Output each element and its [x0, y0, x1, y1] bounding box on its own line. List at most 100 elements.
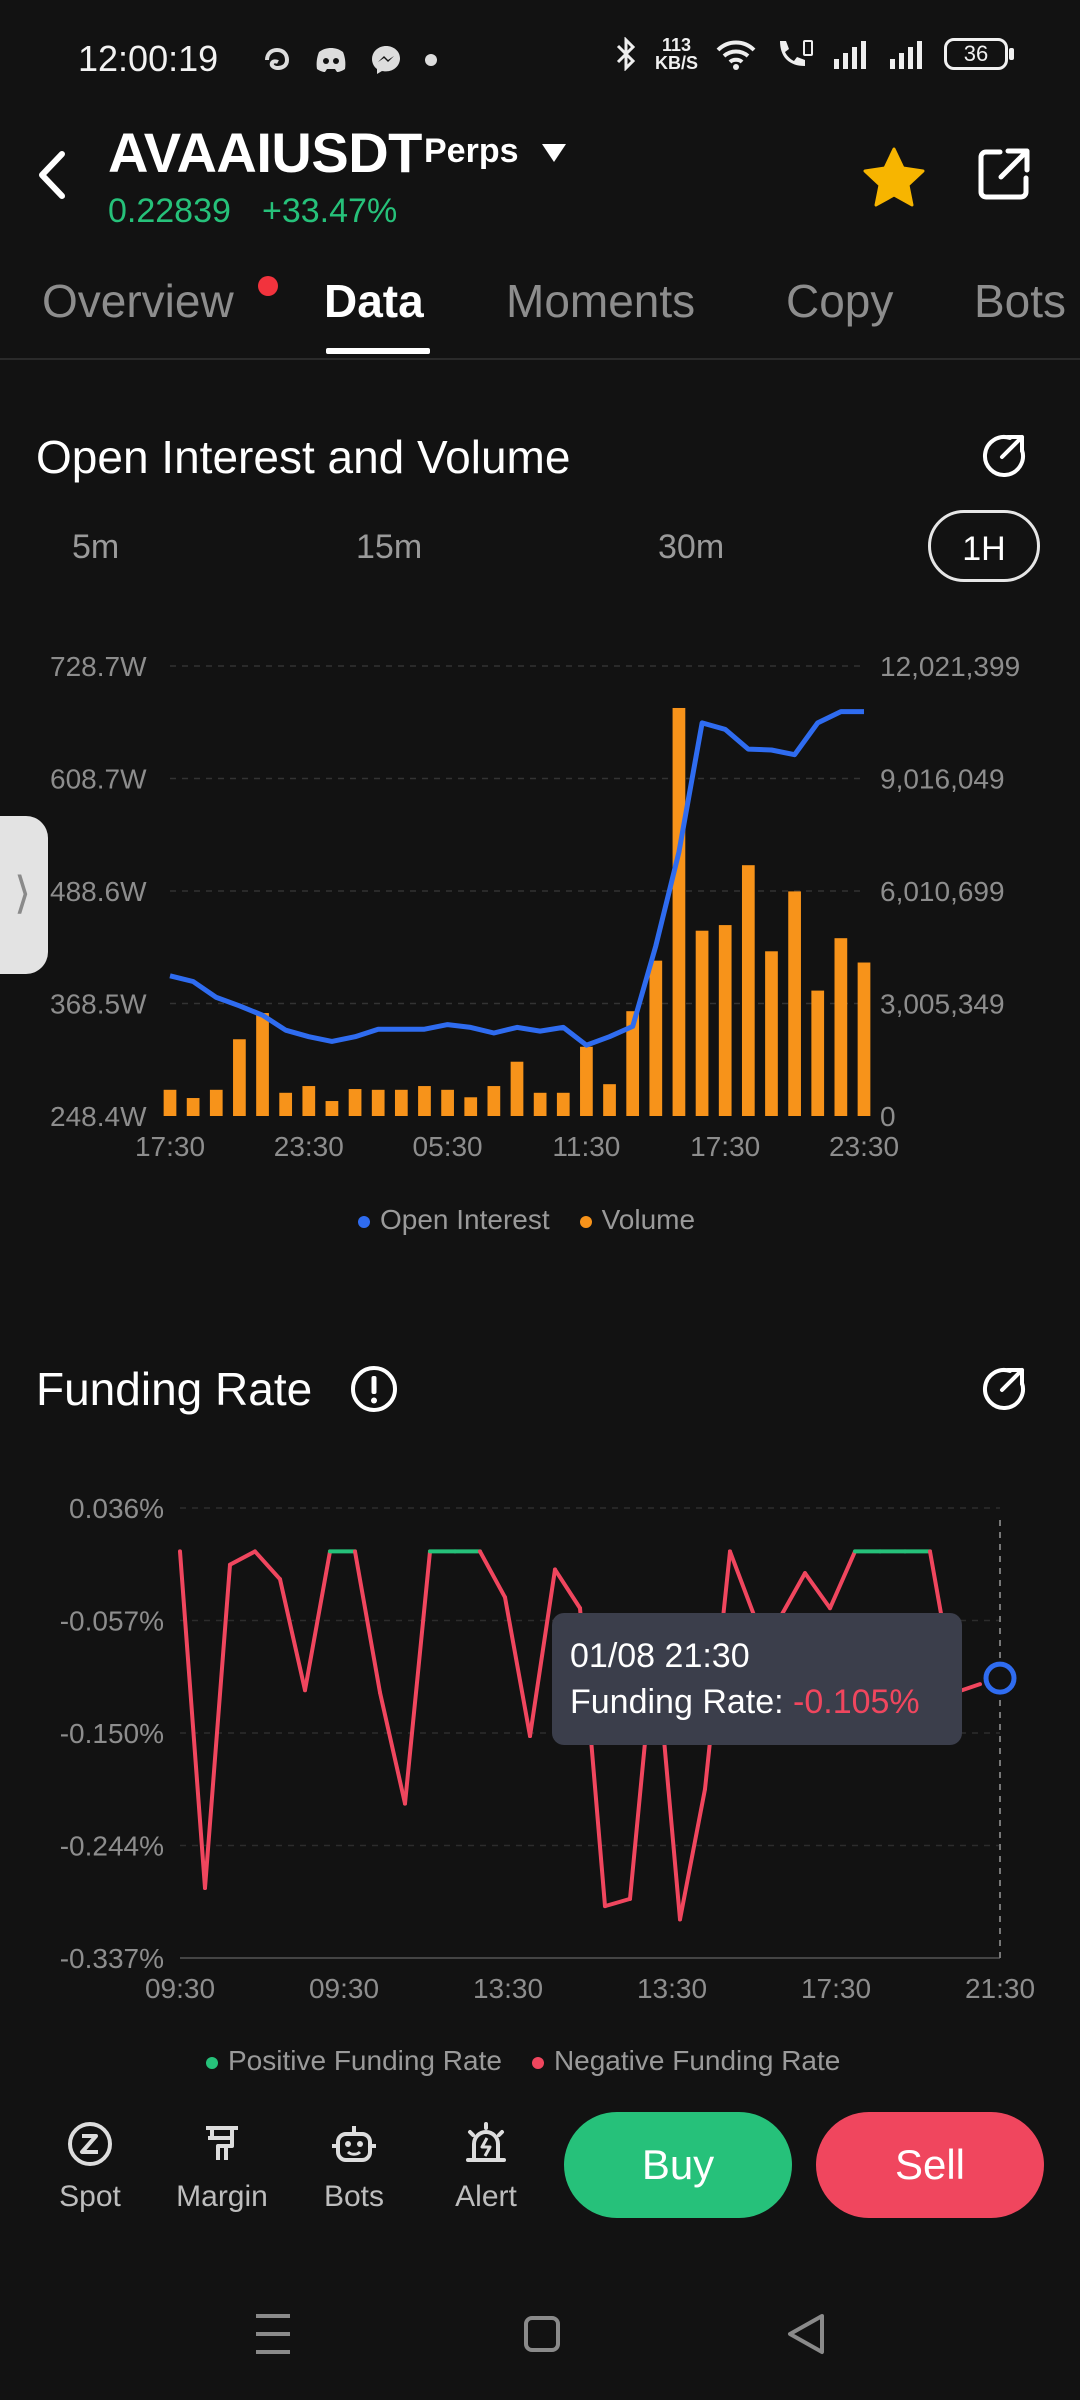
volume-bar — [649, 960, 663, 1116]
y-tick-label: 0.036% — [69, 1493, 164, 1524]
margin-label: Margin — [176, 2180, 268, 2213]
range-5m[interactable]: 5m — [72, 528, 120, 566]
battery-indicator: 36 — [944, 38, 1014, 70]
active-tab-indicator — [326, 348, 430, 354]
funding-rate-segment — [403, 1549, 432, 1806]
tab-data[interactable]: Data — [324, 275, 424, 327]
tab-copy[interactable]: Copy — [786, 275, 894, 327]
price-change: +33.47% — [262, 192, 398, 230]
funding-rate-segment — [228, 1549, 257, 1567]
recent-apps-icon[interactable] — [256, 2314, 290, 2354]
bottom-margin[interactable]: Margin — [162, 2120, 282, 2214]
info-icon[interactable] — [350, 1365, 398, 1413]
volume-bar — [279, 1092, 293, 1116]
y-right-tick-label: 6,010,699 — [880, 876, 1005, 907]
volume-bar — [603, 1084, 616, 1116]
y-right-tick-label: 12,021,399 — [880, 651, 1020, 682]
signal-icon-2 — [890, 41, 922, 69]
buy-button[interactable]: Buy — [564, 2112, 792, 2218]
tooltip-label: Funding Rate: — [570, 1683, 794, 1721]
threads-icon — [265, 47, 290, 71]
net-speed: 113 KB/S — [654, 35, 698, 73]
legend-volume: Volume — [579, 1204, 695, 1236]
bots-icon — [332, 2126, 376, 2162]
last-price: 0.22839 — [108, 192, 231, 230]
open-interest-legend: Open Interest Volume — [358, 1204, 695, 1236]
volume-bar — [441, 1089, 454, 1116]
funding-rate-segment — [203, 1562, 232, 1891]
range-1h[interactable]: 1H — [928, 510, 1040, 582]
bottom-bots[interactable]: Bots — [294, 2120, 414, 2214]
volume-bar — [811, 990, 825, 1116]
legend-positive-label: Positive Funding Rate — [228, 2046, 502, 2076]
alert-icon — [466, 2122, 506, 2162]
signal-icon — [834, 41, 866, 69]
y-left-tick-label: 728.7W — [50, 651, 147, 682]
y-left-tick-label: 608.7W — [50, 764, 147, 795]
home-icon[interactable] — [524, 2316, 560, 2352]
margin-icon — [206, 2126, 238, 2160]
bottom-spot[interactable]: Spot — [30, 2120, 150, 2214]
y-left-tick-label: 248.4W — [50, 1101, 147, 1132]
volume-bar — [834, 938, 848, 1116]
back-nav-icon[interactable] — [788, 2314, 824, 2354]
funding-rate-segment — [353, 1549, 382, 1695]
funding-rate-segment — [478, 1549, 507, 1600]
x-tick-label: 13:30 — [473, 1973, 543, 2004]
open-interest-line — [169, 709, 864, 1048]
funding-rate-segment — [678, 1787, 707, 1922]
volume-bar — [626, 1011, 640, 1116]
x-tick-label: 17:30 — [801, 1973, 871, 2004]
system-nav-bar — [256, 2314, 824, 2354]
y-left-tick-label: 488.6W — [50, 876, 147, 907]
legend-positive: Positive Funding Rate — [206, 2046, 502, 2076]
x-tick-label: 21:30 — [965, 1973, 1035, 2004]
y-left-tick-label: 368.5W — [50, 989, 147, 1020]
alert-label: Alert — [455, 2180, 517, 2213]
funding-rate-segment — [253, 1549, 282, 1582]
bottom-alert[interactable]: Alert — [426, 2120, 546, 2214]
funding-rate-external-icon[interactable] — [980, 1365, 1028, 1413]
legend-negative-label: Negative Funding Rate — [553, 2046, 841, 2076]
y-right-tick-label: 9,016,049 — [880, 764, 1005, 795]
contract-type[interactable]: Perps — [424, 132, 519, 170]
volume-bar — [695, 930, 709, 1116]
tooltip-time: 01/08 21:30 — [570, 1637, 750, 1675]
volume-bar — [209, 1089, 223, 1116]
sell-button[interactable]: Sell — [816, 2112, 1044, 2218]
favorite-star-icon[interactable] — [862, 146, 926, 208]
volume-bar — [788, 891, 801, 1116]
highlight-point — [983, 1661, 1017, 1695]
funding-rate-segment — [778, 1571, 807, 1620]
volume-bar — [186, 1098, 200, 1116]
trading-pair-symbol[interactable]: AVAAIUSDT — [108, 121, 422, 184]
volume-bar — [510, 1061, 524, 1116]
funding-rate-segment — [503, 1595, 532, 1739]
tab-bots[interactable]: Bots — [974, 275, 1067, 327]
x-tick-label: 05:30 — [413, 1131, 483, 1162]
notification-dot — [258, 276, 278, 296]
volume-bar — [348, 1089, 362, 1116]
range-30m[interactable]: 30m — [658, 528, 725, 566]
volume-bar — [394, 1089, 408, 1116]
caret-down-icon[interactable] — [540, 142, 568, 164]
range-15m[interactable]: 15m — [356, 528, 423, 566]
open-interest-external-icon[interactable] — [980, 432, 1028, 480]
y-tick-label: -0.057% — [60, 1606, 164, 1637]
volume-bar — [765, 951, 778, 1116]
open-interest-volume-chart: 728.7W 12,021,399 608.7W 9,016,049 488.6W 6,0… — [50, 651, 1020, 1162]
tab-moments[interactable]: Moments — [506, 275, 696, 327]
volume-bar — [718, 925, 732, 1116]
status-time: 12:00:19 — [78, 38, 219, 79]
share-icon[interactable] — [976, 146, 1032, 202]
volume-bar — [302, 1086, 316, 1116]
x-tick-label: 17:30 — [135, 1131, 205, 1162]
notification-icons — [262, 44, 438, 76]
side-panel-handle[interactable]: ⟩ — [0, 816, 48, 974]
tab-overview[interactable]: Overview — [42, 275, 234, 327]
volume-bar — [556, 1092, 570, 1116]
volume-bar — [233, 1039, 246, 1116]
back-arrow-icon[interactable] — [32, 148, 72, 202]
volume-bar — [857, 962, 871, 1116]
funding-rate-segment — [278, 1577, 307, 1693]
